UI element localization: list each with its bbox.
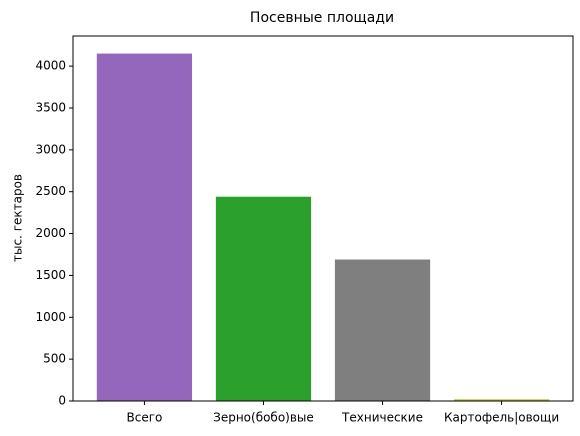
y-tick-label: 2500 <box>35 184 66 198</box>
x-tick-label: Картофель|овощи <box>444 411 559 425</box>
bar <box>453 399 550 401</box>
y-tick-label: 3500 <box>35 100 66 114</box>
y-tick-label: 3000 <box>35 142 66 156</box>
x-tick-label: Зерно(бобо)вые <box>213 411 314 425</box>
x-tick-label: Технические <box>341 411 423 425</box>
y-tick-label: 2000 <box>35 226 66 240</box>
y-tick-label: 1000 <box>35 310 66 324</box>
y-tick-label: 1500 <box>35 268 66 282</box>
y-tick-label: 4000 <box>35 59 66 73</box>
y-tick-label: 0 <box>58 394 66 408</box>
x-tick-label: Всего <box>126 411 162 425</box>
bar <box>334 259 431 401</box>
bar <box>96 53 193 402</box>
y-tick-label: 500 <box>43 352 66 366</box>
plot-frame <box>72 35 574 402</box>
y-axis-label: тыс. гектаров <box>11 174 25 262</box>
chart-title: Посевные площади <box>250 10 394 26</box>
bar <box>215 196 312 401</box>
